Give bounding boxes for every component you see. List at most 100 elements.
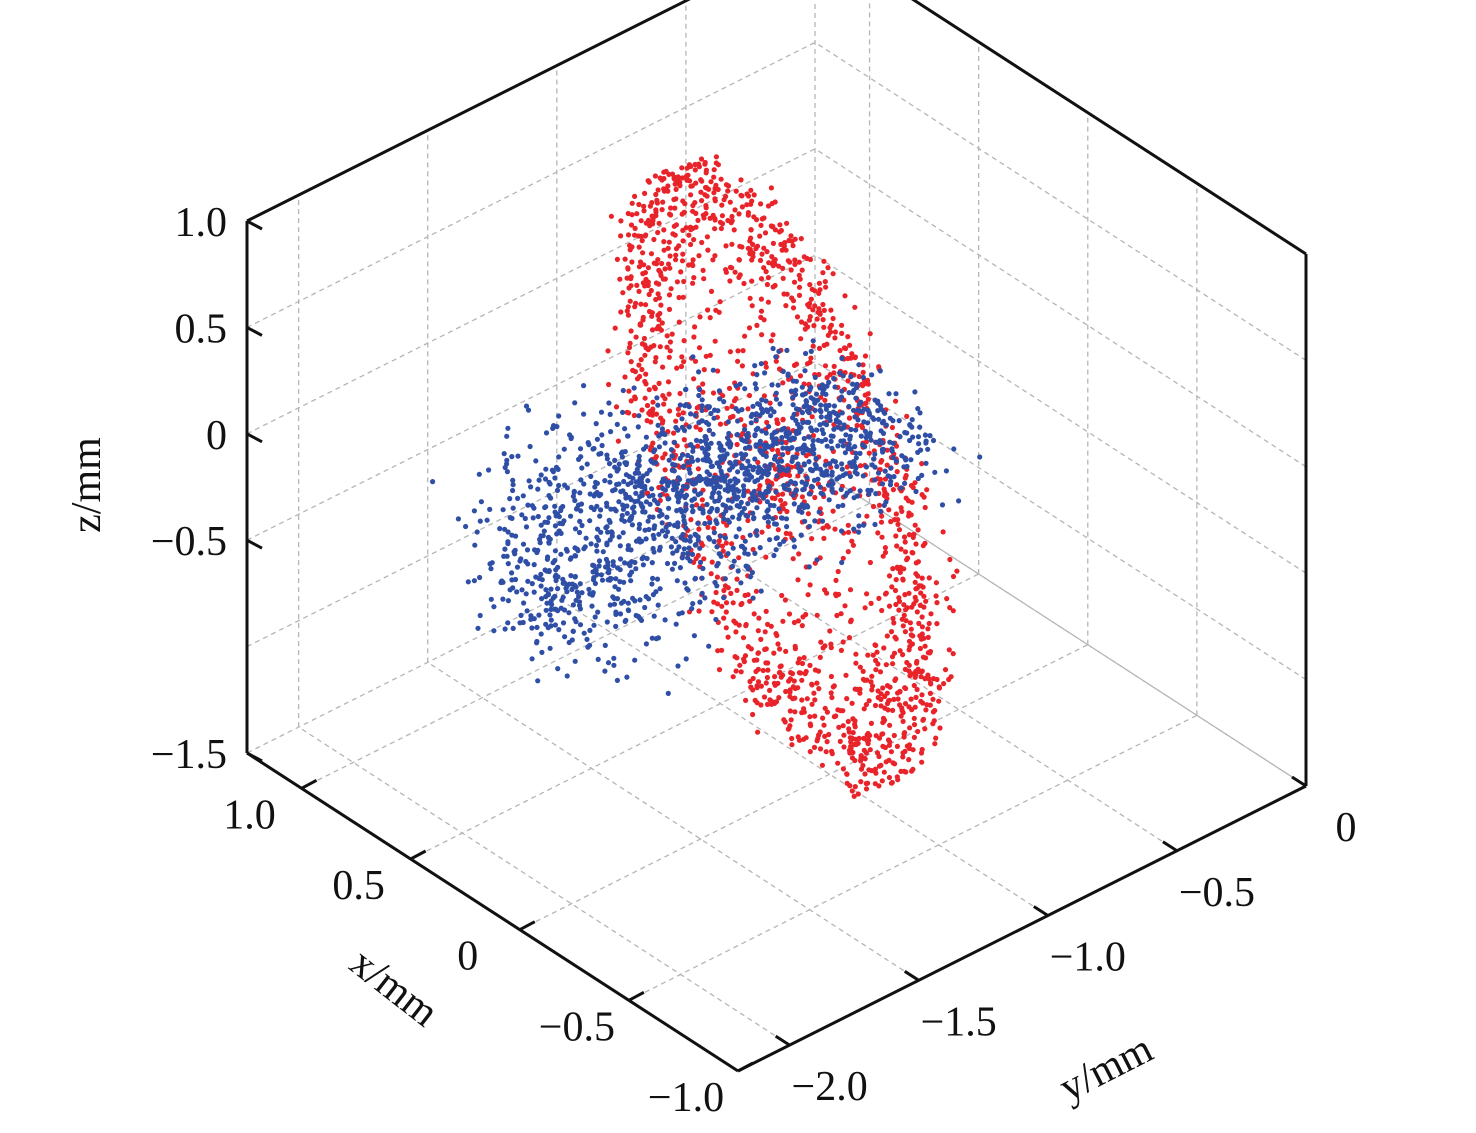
- data-point: [898, 505, 904, 511]
- data-point: [878, 508, 884, 514]
- data-point: [668, 212, 674, 218]
- data-point: [854, 422, 860, 429]
- data-point: [636, 413, 642, 419]
- data-point: [697, 314, 703, 320]
- data-point: [662, 467, 668, 473]
- data-point: [712, 226, 718, 232]
- data-point: [907, 673, 913, 679]
- data-point: [617, 276, 623, 282]
- data-point: [643, 641, 650, 647]
- data-point: [602, 642, 608, 649]
- data-point: [605, 348, 611, 354]
- data-point: [898, 713, 904, 719]
- data-point: [940, 529, 946, 535]
- data-point: [710, 367, 716, 373]
- data-point: [758, 702, 764, 708]
- data-point: [814, 612, 820, 618]
- data-point: [719, 213, 726, 219]
- data-point: [738, 499, 744, 505]
- data-point: [586, 586, 592, 592]
- data-point: [800, 614, 806, 620]
- grid-line: [410, 573, 979, 860]
- data-point: [822, 587, 828, 593]
- data-point: [795, 618, 802, 624]
- data-point: [734, 576, 740, 582]
- data-point: [932, 707, 938, 714]
- data-point: [681, 537, 687, 543]
- data-point: [735, 408, 742, 414]
- data-point: [806, 434, 812, 440]
- data-point: [666, 479, 672, 485]
- data-point: [666, 292, 673, 298]
- data-point: [826, 497, 832, 503]
- data-point: [778, 674, 784, 680]
- data-point: [729, 403, 735, 410]
- data-point: [504, 553, 510, 559]
- data-point: [661, 401, 667, 407]
- data-point: [873, 491, 879, 497]
- data-point: [896, 418, 902, 424]
- data-point: [638, 233, 644, 239]
- data-point: [839, 355, 845, 361]
- data-point: [763, 430, 769, 436]
- data-point: [773, 631, 779, 637]
- data-point: [812, 303, 818, 309]
- data-point: [847, 587, 854, 593]
- data-point: [672, 560, 678, 567]
- data-point: [790, 684, 797, 690]
- data-point: [882, 545, 889, 551]
- data-point: [874, 649, 880, 655]
- data-point: [677, 179, 683, 185]
- data-point: [836, 724, 842, 730]
- data-point: [857, 450, 863, 456]
- data-point: [504, 469, 510, 475]
- data-point: [860, 668, 866, 675]
- tick-layer: 1.00.50−0.5−1.51.00.50−0.5−1.0 −2.0−1.5−1…: [151, 200, 1357, 1121]
- data-point: [595, 609, 601, 615]
- data-point: [862, 771, 868, 777]
- data-point: [729, 265, 735, 271]
- data-point: [638, 357, 644, 363]
- data-point: [571, 488, 577, 494]
- data-point: [890, 418, 896, 424]
- data-point: [884, 700, 891, 707]
- data-point: [827, 461, 833, 467]
- data-point: [784, 508, 790, 515]
- data-point: [861, 755, 867, 761]
- data-point: [865, 381, 871, 387]
- data-point: [652, 523, 658, 529]
- data-point: [676, 294, 682, 301]
- data-point: [823, 749, 829, 755]
- top-edge: [246, 0, 691, 223]
- data-point: [825, 265, 831, 271]
- data-point: [698, 438, 704, 444]
- data-point: [657, 586, 663, 592]
- data-point: [875, 470, 882, 476]
- tick-label: −0.5: [151, 519, 227, 565]
- data-point: [794, 430, 800, 437]
- data-point: [777, 646, 783, 652]
- data-point: [477, 518, 483, 524]
- data-point: [505, 529, 511, 535]
- data-point: [525, 407, 532, 413]
- data-point: [842, 293, 848, 299]
- data-point: [918, 590, 924, 596]
- data-point: [507, 496, 513, 502]
- data-point: [882, 705, 888, 711]
- data-point: [784, 445, 790, 451]
- data-point: [542, 567, 548, 573]
- tick-label: −1.0: [648, 1075, 724, 1121]
- data-point: [739, 463, 745, 469]
- data-point: [872, 464, 878, 470]
- data-point: [716, 309, 722, 315]
- tick-label: 0: [206, 413, 227, 459]
- data-point: [900, 754, 906, 760]
- data-point: [871, 456, 877, 462]
- data-point: [902, 539, 908, 545]
- data-point: [766, 466, 772, 472]
- data-point: [698, 156, 705, 162]
- data-point: [745, 458, 751, 464]
- data-point: [906, 510, 912, 516]
- data-point: [517, 620, 523, 626]
- data-point: [743, 452, 749, 458]
